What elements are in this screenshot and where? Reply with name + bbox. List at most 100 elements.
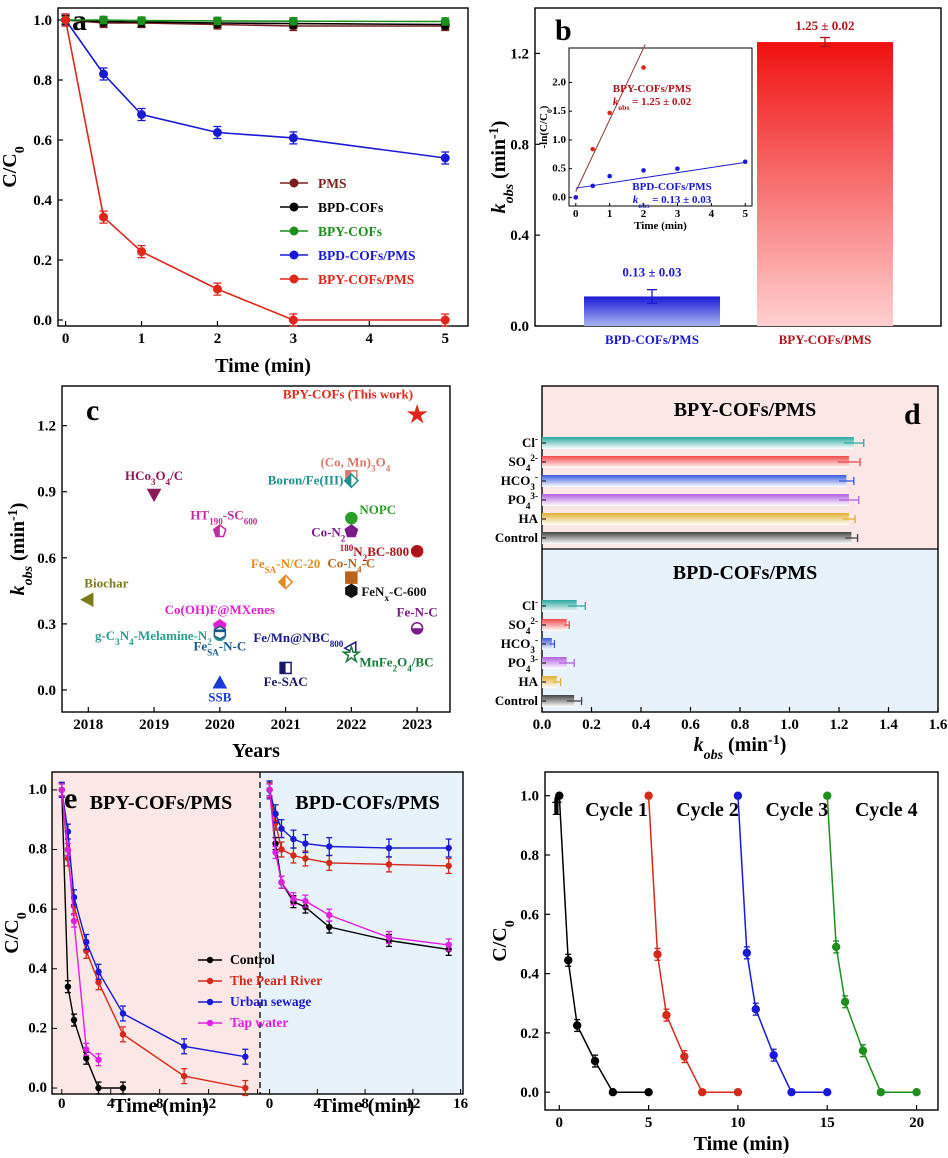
x-category-label: BPY-COFs/PMS — [779, 332, 872, 347]
panel-c-ytick-label: 1.2 — [37, 419, 56, 435]
x-axis-label: Time (min) — [113, 1095, 209, 1117]
data-point — [64, 983, 72, 990]
panel-f-frame — [544, 771, 939, 1111]
point-MnFe2O4/BC: MnFe2O4/BC — [341, 643, 433, 674]
inset-xtick-label: 2 — [641, 208, 647, 220]
panel-f-xtick-label: 0 — [556, 1115, 564, 1131]
legend-marker — [206, 956, 214, 964]
legend-marker — [206, 998, 214, 1006]
category-label: PO43- — [508, 654, 538, 674]
legend-marker — [206, 1019, 214, 1027]
x-axis-label: Time (min) — [694, 1133, 790, 1155]
panel-c-xtick-label: 2018 — [73, 717, 103, 733]
legend-label: Control — [230, 952, 275, 967]
x-axis-label: Years — [232, 740, 280, 762]
data-point — [290, 835, 297, 843]
xtick-label: 16 — [453, 1096, 469, 1112]
data-point — [137, 247, 147, 257]
data-point — [385, 844, 393, 852]
panel-f: 0 5 10 15 20 0.0 0.2 0.4 0.6 0.8 1.0 f Time (min) C/C… — [489, 771, 939, 1155]
data-point — [302, 840, 309, 847]
data-point — [70, 917, 78, 925]
data-point-fill — [411, 628, 423, 634]
panel-c-ytick-label: 0.0 — [37, 683, 56, 699]
inset-x-label: Time (min) — [634, 220, 687, 232]
series-BPY-COFs — [61, 15, 450, 26]
panel-b-ytick-label: 0.4 — [510, 228, 529, 244]
panel-f-xtick-label: 5 — [645, 1115, 653, 1131]
category-label: HA — [519, 511, 539, 526]
panel-c-frame — [61, 385, 451, 713]
panel-c-ytick-label: 0.3 — [37, 617, 56, 633]
series-line — [268, 789, 449, 867]
legend-label: BPY-COFs/PMS — [318, 272, 414, 287]
point-FeSA-N-C: FeSA-N-C — [193, 625, 246, 658]
series-line — [647, 795, 738, 1093]
panel-a-ytick-label: 1.0 — [33, 13, 52, 29]
panel-c-xtick-label: 2019 — [139, 717, 169, 733]
inset-plot: 0 1 2 3 4 5 0.0 0.5 1.0 1.5 2.0 Time (min) -ln(C/C0)… — [538, 44, 753, 232]
inset-point — [607, 173, 612, 179]
point-label: 180N2BC-800 — [340, 543, 409, 563]
point-Biochar: Biochar — [80, 576, 129, 607]
category-label: Cl- — [522, 434, 538, 450]
point-label: HT190-SC600 — [190, 507, 257, 526]
legend-label: Urban sewage — [230, 994, 311, 1009]
category-label: Cl- — [522, 597, 538, 613]
panel-c-ytick-label: 0.9 — [37, 485, 56, 501]
bar-HCO3- — [542, 475, 847, 487]
panel-c: 2018 2019 2020 2021 2022 2023 0.0 0.3 0.6 0.9 1.2 c… — [6, 385, 451, 762]
xtick-label: 8 — [156, 1096, 164, 1112]
category-label: Control — [495, 530, 538, 545]
data-point — [344, 524, 359, 538]
data-point — [876, 1088, 886, 1097]
data-point — [912, 1088, 921, 1097]
inset-point — [641, 168, 646, 173]
data-point — [341, 643, 362, 664]
point-Fe-N-C: Fe-N-C — [397, 604, 438, 635]
panel-f-ytick-label: 0.0 — [520, 1085, 539, 1101]
panel-a-xtick-label: 1 — [138, 331, 146, 347]
data-point — [751, 1004, 760, 1014]
data-point — [564, 956, 573, 965]
data-point — [572, 1021, 582, 1030]
data-point — [326, 911, 333, 919]
series-label: Cycle 3 — [765, 799, 828, 821]
data-point — [326, 843, 333, 850]
inset-point — [590, 183, 596, 189]
inset-ytick-label: 1.5 — [552, 105, 566, 117]
data-point — [99, 212, 109, 222]
inset-xtick-label: 3 — [675, 208, 681, 220]
ytick-label: 0.4 — [28, 961, 47, 977]
panel-a-ytick-label: 0.2 — [33, 253, 52, 269]
data-point — [212, 128, 222, 137]
legend-marker — [289, 202, 299, 212]
legend-label: BPD-COFs — [318, 200, 383, 215]
data-point — [288, 315, 298, 325]
ytick-label: 0.6 — [28, 901, 47, 917]
point-Boron/Fe(III): Boron/Fe(III) — [268, 473, 360, 489]
data-point — [823, 1088, 832, 1097]
point-NOPC: NOPC — [345, 502, 396, 525]
data-point — [608, 1088, 618, 1097]
inset-k-label: kobs = 0.13 ± 0.03 — [633, 194, 712, 210]
data-point — [278, 825, 285, 832]
bar-Control — [542, 695, 575, 707]
category-label: HCO3- — [501, 635, 538, 655]
y-axis-label: C/C0 — [0, 146, 28, 187]
panel-a-ytick-label: 0.4 — [33, 193, 52, 209]
series-label: Cycle 1 — [585, 799, 648, 821]
panel-c-xtick-label: 2021 — [271, 717, 301, 733]
legend-marker — [289, 250, 299, 260]
bar-SO42- — [542, 619, 567, 631]
data-point — [445, 844, 452, 852]
point-label: Co-N2 — [311, 524, 346, 543]
legend-marker — [206, 977, 214, 985]
series-BPD-COFs/PMS — [61, 13, 450, 165]
inset-point — [742, 159, 748, 165]
data-point — [302, 855, 309, 862]
point-label: BPY-COFs (This work) — [283, 387, 413, 402]
data-point — [345, 571, 358, 584]
point-SSB: SSB — [208, 675, 232, 704]
category-label: HCO3- — [501, 472, 538, 492]
